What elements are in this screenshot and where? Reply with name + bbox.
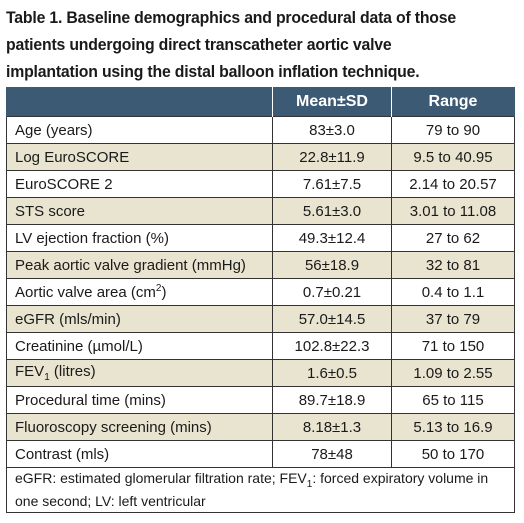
row-mean: 0.7±0.21: [272, 278, 392, 306]
row-mean: 1.6±0.5: [272, 359, 392, 387]
row-label: Aortic valve area (cm2): [6, 278, 273, 306]
row-label: FEV1 (litres): [6, 359, 273, 387]
header-mean-sd: Mean±SD: [272, 87, 392, 117]
row-range: 9.5 to 40.95: [391, 143, 515, 171]
row-range: 3.01 to 11.08: [391, 197, 515, 225]
row-label: LV ejection fraction (%): [6, 224, 273, 252]
table-row: Fluoroscopy screening (mins) 8.18±1.3 5.…: [6, 413, 515, 441]
row-label-suffix: ): [161, 284, 167, 301]
footnote-text: eGFR: estimated glomerular filtration ra…: [15, 470, 307, 486]
table-row: Peak aortic valve gradient (mmHg) 56±18.…: [6, 251, 515, 279]
row-mean: 83±3.0: [272, 116, 392, 144]
subscript: 1: [44, 372, 50, 383]
table-row: Contrast (mls) 78±48 50 to 170: [6, 440, 515, 468]
table-row: LV ejection fraction (%) 49.3±12.4 27 to…: [6, 224, 515, 252]
row-range: 0.4 to 1.1: [391, 278, 515, 306]
row-label: STS score: [6, 197, 273, 225]
row-range: 79 to 90: [391, 116, 515, 144]
row-label-text: Aortic valve area (cm: [15, 284, 156, 301]
table-footnote: eGFR: estimated glomerular filtration ra…: [6, 467, 515, 513]
row-mean: 8.18±1.3: [272, 413, 392, 441]
table-row: STS score 5.61±3.0 3.01 to 11.08: [6, 197, 515, 225]
header-range: Range: [391, 87, 515, 117]
table-row: Aortic valve area (cm2) 0.7±0.21 0.4 to …: [6, 278, 515, 306]
row-range: 50 to 170: [391, 440, 515, 468]
row-label: Peak aortic valve gradient (mmHg): [6, 251, 273, 279]
row-label: Creatinine (µmol/L): [6, 332, 273, 360]
table-header-row: Mean±SD Range: [6, 87, 515, 117]
row-mean: 7.61±7.5: [272, 170, 392, 198]
row-mean: 56±18.9: [272, 251, 392, 279]
row-range: 1.09 to 2.55: [391, 359, 515, 387]
table-row: Log EuroSCORE 22.8±11.9 9.5 to 40.95: [6, 143, 515, 171]
table-row: Creatinine (µmol/L) 102.8±22.3 71 to 150: [6, 332, 515, 360]
row-label: Fluoroscopy screening (mins): [6, 413, 273, 441]
row-range: 32 to 81: [391, 251, 515, 279]
table-row: Age (years) 83±3.0 79 to 90: [6, 116, 515, 144]
row-mean: 5.61±3.0: [272, 197, 392, 225]
row-label: Procedural time (mins): [6, 386, 273, 414]
row-range: 27 to 62: [391, 224, 515, 252]
row-range: 65 to 115: [391, 386, 515, 414]
row-label: eGFR (mls/min): [6, 305, 273, 333]
row-range: 5.13 to 16.9: [391, 413, 515, 441]
row-label: Age (years): [6, 116, 273, 144]
footnote-suffix: : forced expiratory volume in one second…: [15, 470, 489, 509]
subscript: 1: [306, 478, 313, 490]
row-range: 2.14 to 20.57: [391, 170, 515, 198]
table-row: Procedural time (mins) 89.7±18.9 65 to 1…: [6, 386, 515, 414]
row-mean: 102.8±22.3: [272, 332, 392, 360]
baseline-data-table: Mean±SD Range Age (years) 83±3.0 79 to 9…: [6, 87, 515, 513]
row-label-suffix: (litres): [49, 363, 96, 380]
row-range: 71 to 150: [391, 332, 515, 360]
row-label: EuroSCORE 2: [6, 170, 273, 198]
table-row: eGFR (mls/min) 57.0±14.5 37 to 79: [6, 305, 515, 333]
row-mean: 22.8±11.9: [272, 143, 392, 171]
table-row: FEV1 (litres) 1.6±0.5 1.09 to 2.55: [6, 359, 515, 387]
row-mean: 89.7±18.9: [272, 386, 392, 414]
row-mean: 49.3±12.4: [272, 224, 392, 252]
row-label: Log EuroSCORE: [6, 143, 273, 171]
table-footnote-row: eGFR: estimated glomerular filtration ra…: [6, 467, 515, 513]
table-caption: Table 1. Baseline demographics and proce…: [6, 8, 456, 81]
row-range: 37 to 79: [391, 305, 515, 333]
table-row: EuroSCORE 2 7.61±7.5 2.14 to 20.57: [6, 170, 515, 198]
superscript: 2: [155, 283, 162, 294]
header-label: [6, 87, 273, 117]
row-mean: 57.0±14.5: [272, 305, 392, 333]
row-label: Contrast (mls): [6, 440, 273, 468]
row-mean: 78±48: [272, 440, 392, 468]
row-label-text: FEV: [15, 363, 45, 380]
